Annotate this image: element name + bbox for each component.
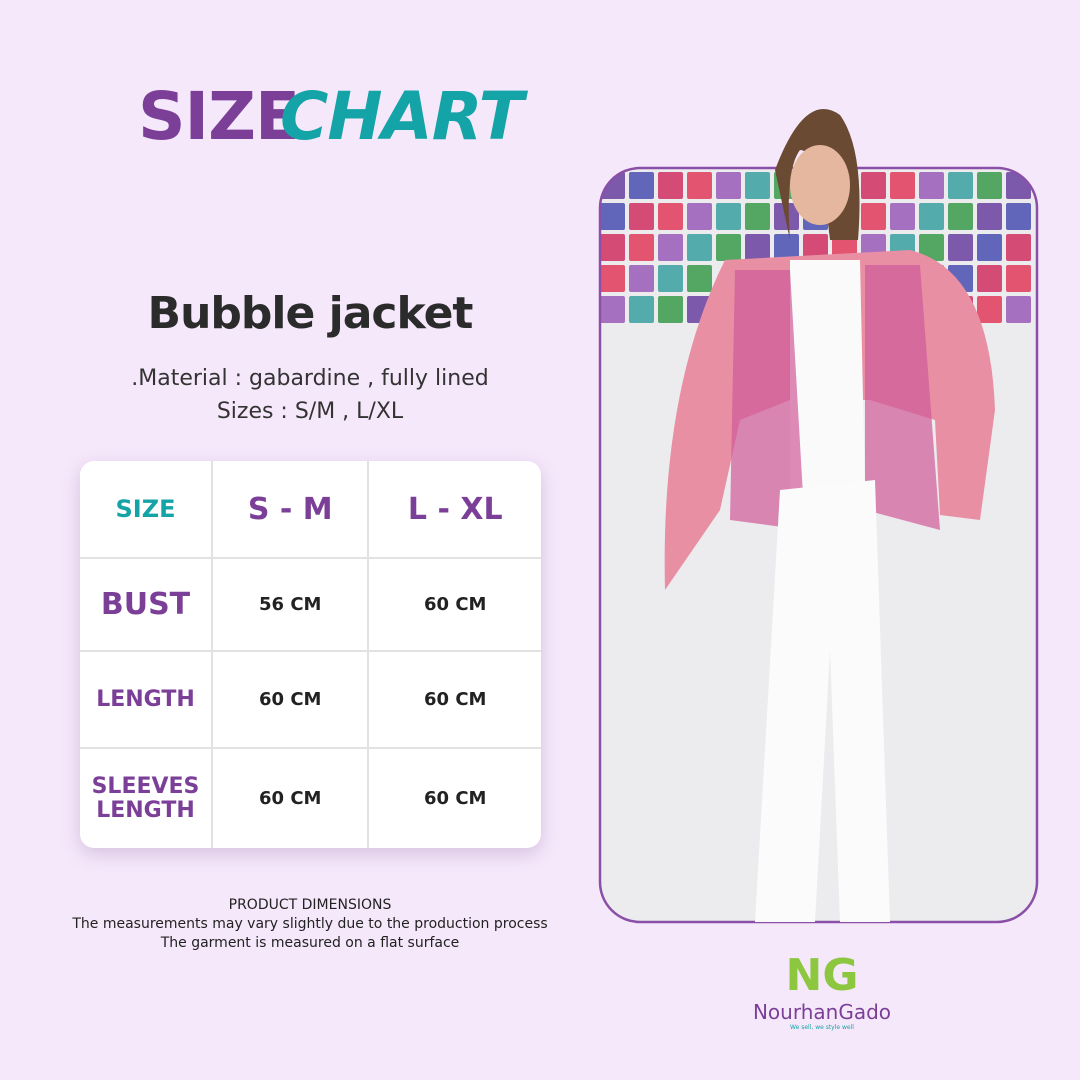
tile — [658, 234, 683, 261]
tile — [629, 296, 654, 323]
tile — [658, 265, 683, 292]
table-cell: 60 CM — [367, 650, 541, 749]
table-cell: 56 CM — [210, 557, 370, 652]
photo — [598, 109, 1039, 924]
table-cell: 60 CM — [210, 747, 370, 848]
table-row: BUST 56 CM 60 CM — [80, 557, 541, 652]
tile — [658, 172, 683, 199]
tile — [774, 234, 799, 261]
tile — [948, 172, 973, 199]
tile — [861, 172, 886, 199]
table-cell: BUST — [80, 557, 213, 652]
tile — [658, 203, 683, 230]
table-cell: SIZE — [80, 461, 213, 559]
footer-line: PRODUCT DIMENSIONS — [228, 897, 392, 913]
tile — [687, 265, 712, 292]
table-cell: 60 CM — [367, 747, 541, 848]
tile — [687, 234, 712, 261]
tile — [687, 203, 712, 230]
tile — [977, 265, 1002, 292]
tile — [803, 234, 828, 261]
table-cell: S - M — [210, 461, 370, 559]
tile — [716, 203, 741, 230]
tile — [745, 203, 770, 230]
tile — [1006, 265, 1031, 292]
table-cell: 60 CM — [210, 650, 370, 749]
table-row: LENGTH 60 CM 60 CM — [80, 650, 541, 749]
tile — [861, 203, 886, 230]
tile — [600, 172, 625, 199]
tile — [629, 172, 654, 199]
tile — [919, 234, 944, 261]
tile — [948, 203, 973, 230]
logo-tagline: We sell, we style well — [790, 1024, 854, 1031]
footer-line: The garment is measured on a flat surfac… — [160, 935, 460, 951]
tile — [1006, 203, 1031, 230]
table-row: SLEEVES LENGTH 60 CM 60 CM — [80, 747, 541, 848]
tile — [1006, 172, 1031, 199]
logo-name: NourhanGado — [752, 1000, 892, 1024]
tile — [745, 234, 770, 261]
title-size: SIZE — [138, 78, 300, 155]
sizes: Sizes : S/M , L/XL — [216, 399, 404, 424]
tile — [977, 234, 1002, 261]
tile — [890, 172, 915, 199]
tile — [716, 172, 741, 199]
tile — [948, 234, 973, 261]
tile — [600, 234, 625, 261]
table-cell: SLEEVES LENGTH — [80, 747, 213, 848]
tile — [1006, 296, 1031, 323]
tile — [977, 203, 1002, 230]
table-cell: 60 CM — [367, 557, 541, 652]
tile — [977, 172, 1002, 199]
product-name: Bubble jacket — [147, 288, 474, 339]
title-chart: CHART — [280, 78, 524, 155]
logo: NG NourhanGado We sell, we style well — [722, 950, 922, 1032]
tile — [629, 265, 654, 292]
tile — [629, 203, 654, 230]
tile — [716, 234, 741, 261]
tile — [600, 296, 625, 323]
tile — [629, 234, 654, 261]
tile — [919, 172, 944, 199]
tile — [600, 265, 625, 292]
material: .Material : gabardine , fully lined — [131, 366, 489, 391]
tile — [687, 172, 712, 199]
tile — [977, 296, 1002, 323]
tile — [745, 172, 770, 199]
logo-mark: NG — [785, 950, 859, 1001]
tile — [1006, 234, 1031, 261]
table-cell: LENGTH — [80, 650, 213, 749]
footer-line: The measurements may vary slightly due t… — [72, 916, 548, 932]
tile — [890, 203, 915, 230]
tile — [919, 203, 944, 230]
table-cell: L - XL — [367, 461, 541, 559]
tile — [600, 203, 625, 230]
tile — [658, 296, 683, 323]
